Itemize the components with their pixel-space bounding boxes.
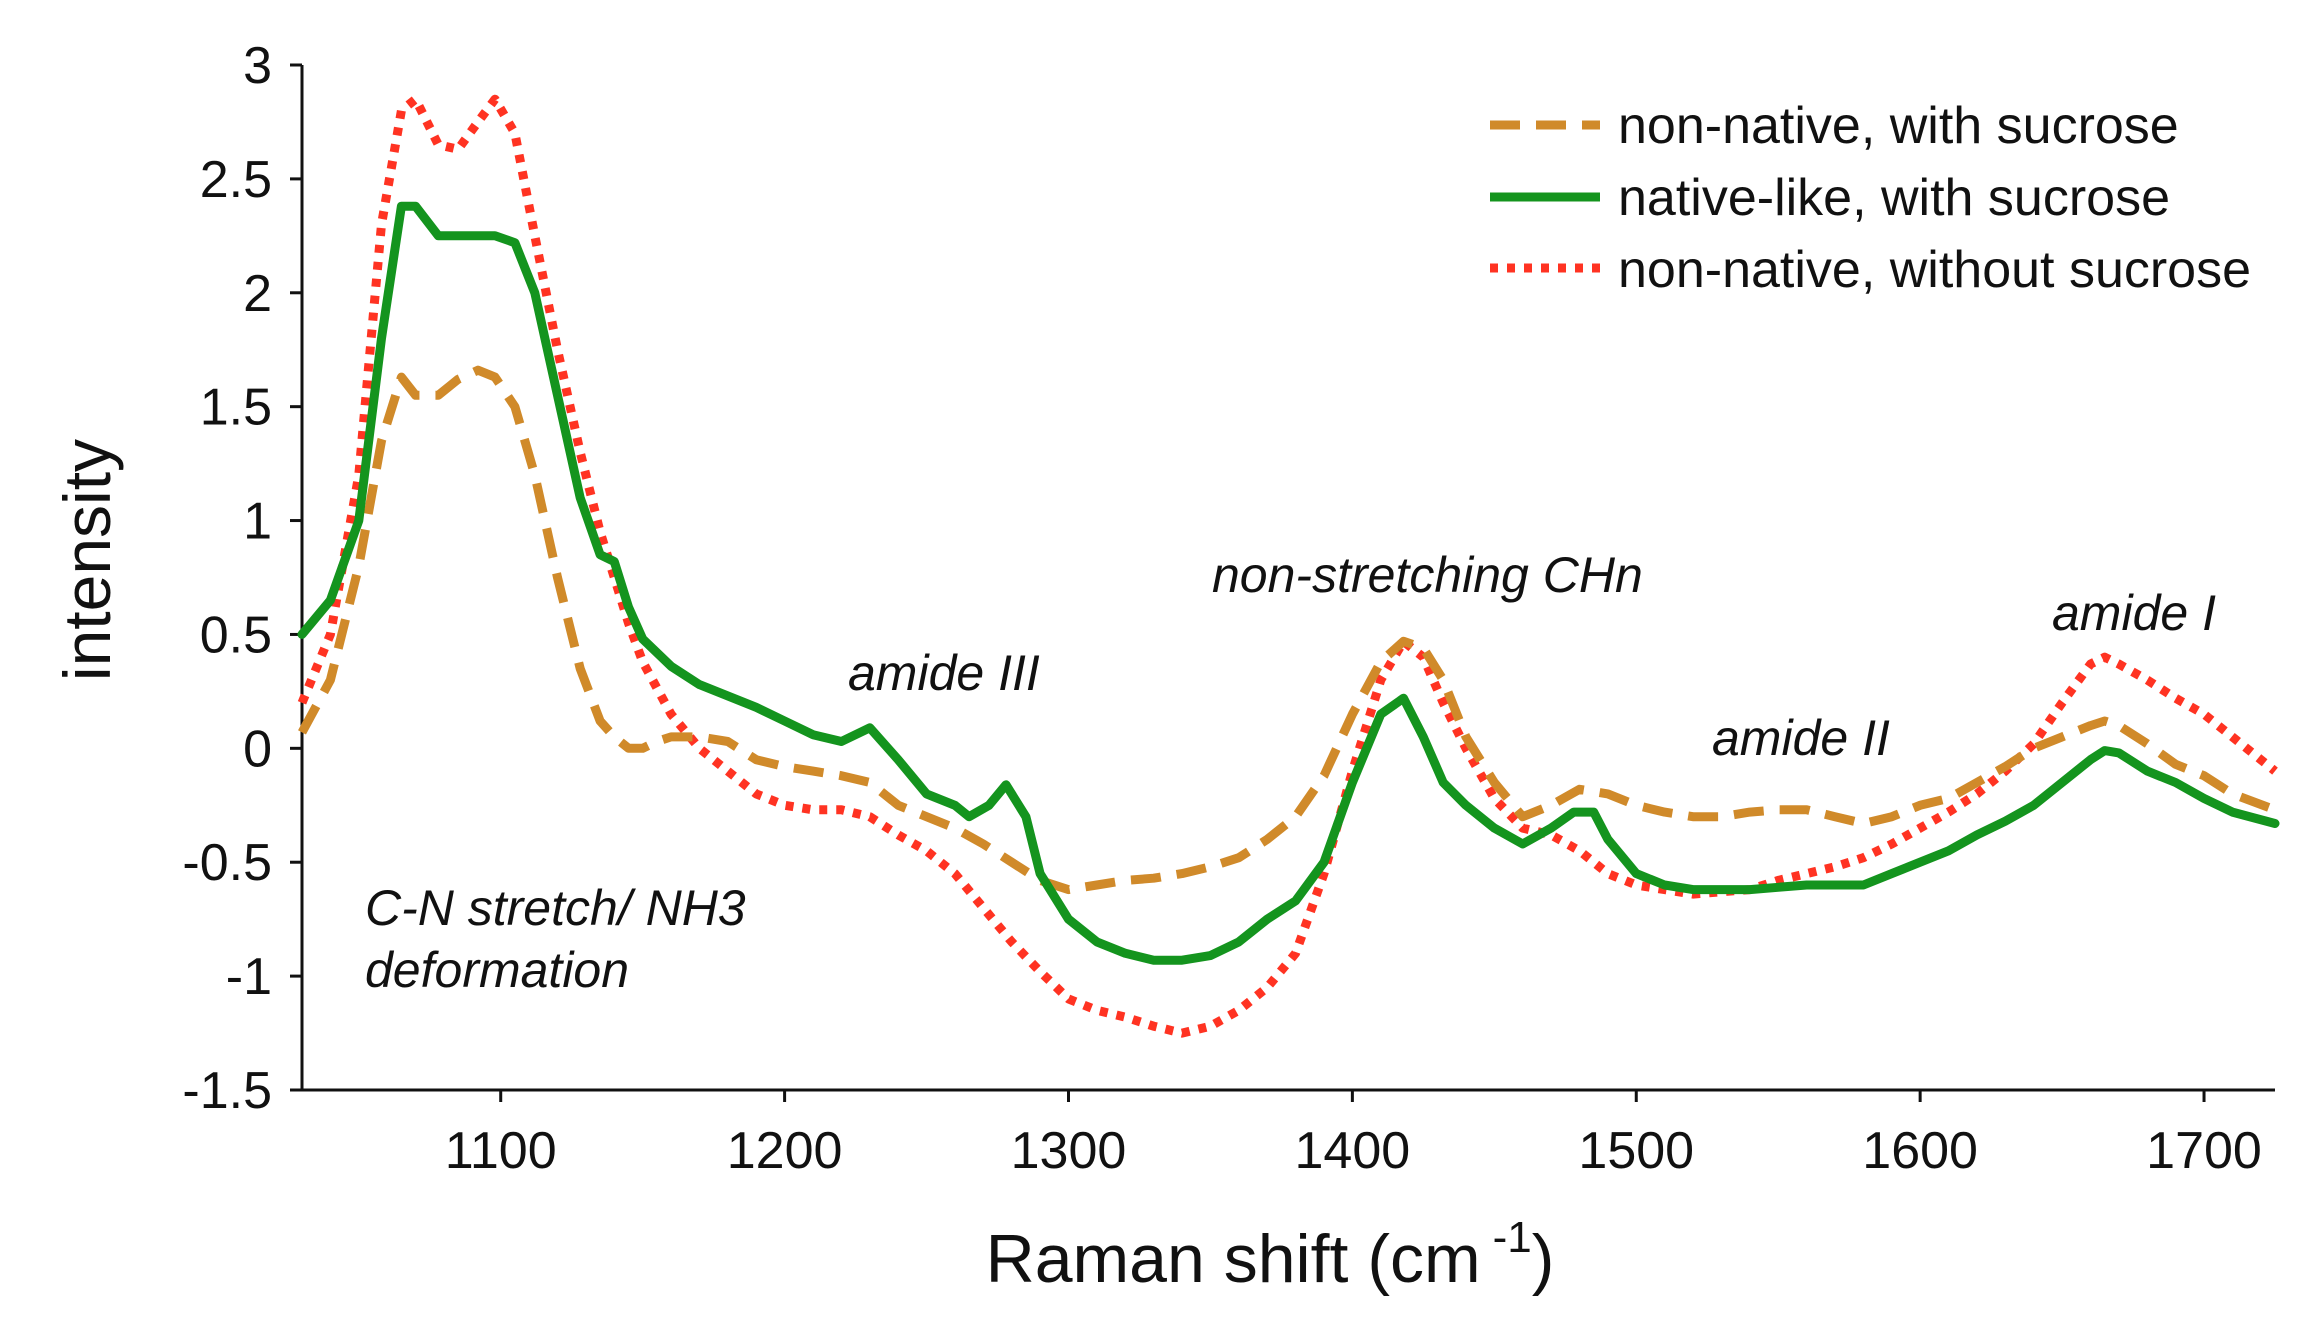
annotation-amide-i: amide I [2052,585,2216,641]
y-tick-label: -0.5 [182,834,272,892]
annotation-cn-line1: C-N stretch/ NH3 [365,880,746,936]
y-tick-label: 1 [243,493,272,551]
x-tick-label: 1500 [1578,1122,1694,1180]
y-tick-label: 3 [243,37,272,95]
y-tick-label: 0 [243,720,272,778]
annotation-non-stretching-chn: non-stretching CHn [1212,547,1643,603]
x-ticks: 1100 1200 1300 1400 1500 1600 1700 [445,1090,2262,1180]
annotation-amide-ii: amide II [1712,710,1890,766]
y-tick-label: -1 [226,948,272,1006]
series-line-non-native-with-sucrose [298,365,2277,895]
x-axis-title-main: Raman shift (cm [986,1221,1481,1297]
axes [300,65,2275,1092]
x-tick-label: 1600 [1862,1122,1978,1180]
annotation-amide-iii: amide III [848,645,1040,701]
annotation-cn-line2: deformation [365,942,629,998]
y-tick-label: -1.5 [182,1062,272,1120]
y-tick-label: 1.5 [200,379,272,437]
x-tick-label: 1400 [1295,1122,1411,1180]
annotations: C-N stretch/ NH3 deformation amide III n… [365,547,2216,998]
y-ticks: -1.5 -1 -0.5 0 0.5 1 1.5 2 2.5 3 [182,37,302,1120]
x-tick-label: 1100 [445,1122,557,1180]
legend-label-native-like-with-sucrose: native-like, with sucrose [1618,169,2170,227]
series-group [297,94,2280,1038]
series-line-native-like-with-sucrose [297,201,2280,965]
x-tick-label: 1700 [2146,1122,2262,1180]
x-tick-label: 1300 [1011,1122,1127,1180]
y-tick-label: 0.5 [200,606,272,664]
legend-label-non-native-with-sucrose: non-native, with sucrose [1618,97,2179,155]
legend-label-non-native-without-sucrose: non-native, without sucrose [1618,241,2251,299]
legend: non-native, with sucrose native-like, wi… [1490,97,2251,299]
x-axis-title-superscript: -1 [1493,1213,1532,1262]
x-axis-title: Raman shift (cm -1) [986,1213,1555,1297]
y-tick-label: 2 [243,265,272,323]
x-axis-title-close: ) [1532,1221,1555,1297]
y-axis-title: intensity [50,439,124,681]
annotation-cn-stretch: C-N stretch/ NH3 deformation [365,880,760,998]
y-tick-label: 2.5 [200,151,272,209]
x-tick-label: 1200 [727,1122,843,1180]
